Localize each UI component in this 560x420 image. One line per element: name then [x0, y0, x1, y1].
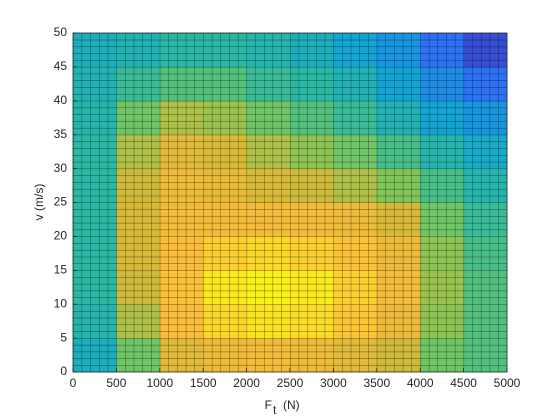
x-tick-label: 5000 [494, 376, 521, 390]
x-tick-label: 3500 [363, 376, 390, 390]
y-tick-label: 15 [54, 262, 68, 276]
x-tick-label: 3000 [320, 376, 347, 390]
x-tick-label: 1000 [146, 376, 173, 390]
x-tick-label: 2000 [233, 376, 260, 390]
y-tick-label: 5 [60, 330, 67, 344]
x-tick-label: 4000 [407, 376, 434, 390]
x-label-unit: (N) [283, 398, 300, 412]
y-tick-label: 25 [54, 195, 68, 209]
y-tick-label: 45 [54, 59, 68, 73]
x-tick-label: 0 [70, 376, 77, 390]
y-tick-label: 40 [54, 93, 68, 107]
x-label: F [265, 398, 272, 412]
x-tick-label: 4500 [450, 376, 477, 390]
x-label-sub: t [273, 403, 277, 417]
mesh [73, 33, 507, 372]
x-tick-label: 500 [106, 376, 126, 390]
y-tick-label: 30 [54, 161, 68, 175]
x-tick-label: 1500 [190, 376, 217, 390]
y-label: v (m/s) [32, 184, 46, 221]
y-tick-label: 50 [54, 25, 68, 39]
y-tick-label: 20 [54, 229, 68, 243]
y-tick-label: 35 [54, 127, 68, 141]
x-tick-label: 2500 [277, 376, 304, 390]
y-tick-label: 0 [60, 364, 67, 378]
y-tick-label: 10 [54, 296, 68, 310]
